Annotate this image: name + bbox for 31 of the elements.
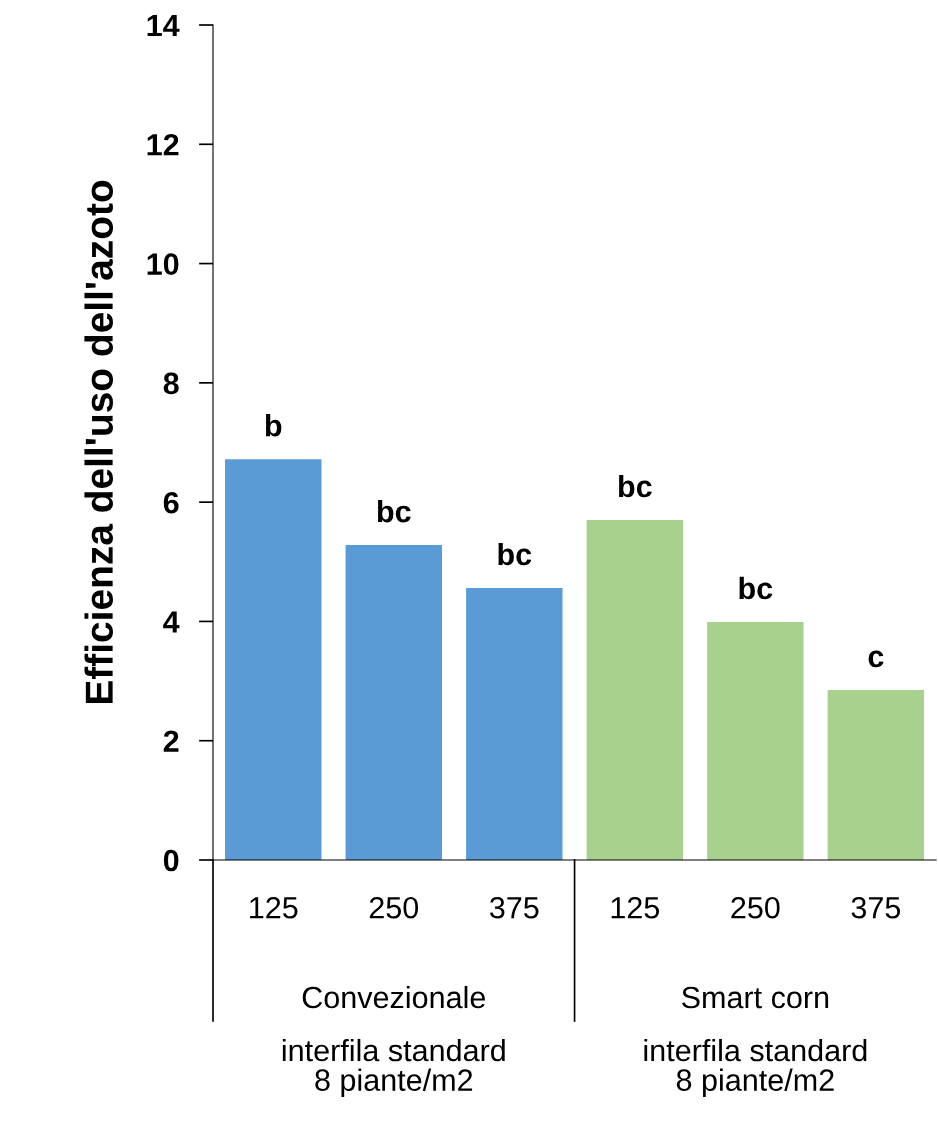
- x-tick-label: 375: [851, 896, 901, 919]
- data-label: b: [265, 414, 282, 437]
- text: interfila standard 8 piante/m2: [282, 1038, 505, 1097]
- data-label: bc: [619, 474, 652, 498]
- y-tick-label: 12: [147, 134, 179, 156]
- data-label: c: [868, 650, 884, 668]
- y-axis-title: Efficienza dell'uso dell'azoto: [84, 180, 113, 704]
- bar: [827, 690, 925, 860]
- x-tick-label: 125: [611, 896, 660, 919]
- x-tick-label: 375: [489, 896, 539, 919]
- bar: [466, 588, 563, 860]
- y-tick-label: 6: [163, 491, 179, 514]
- y-tick-label: 14: [147, 15, 180, 37]
- text: Convezionale: [302, 985, 486, 1009]
- text: interfila standard 8 piante/m2: [644, 1038, 867, 1097]
- x-tick-label: 125: [250, 896, 298, 919]
- x-tick-label: 250: [731, 896, 780, 919]
- y-tick-label: 10: [147, 253, 179, 275]
- bar: [586, 520, 684, 860]
- y-tick-label: 0: [163, 849, 179, 872]
- y-tick-label: 4: [163, 611, 180, 633]
- data-label: bc: [498, 542, 532, 566]
- bar: [345, 545, 442, 860]
- data-label: bc: [739, 576, 773, 600]
- data-label: bc: [377, 499, 411, 523]
- y-tick-label: 2: [163, 730, 179, 752]
- x-tick-label: 250: [369, 896, 419, 919]
- bar: [225, 459, 322, 860]
- bar: [707, 622, 804, 860]
- text: Smart corn: [682, 986, 829, 1009]
- y-tick-label: 8: [163, 372, 179, 395]
